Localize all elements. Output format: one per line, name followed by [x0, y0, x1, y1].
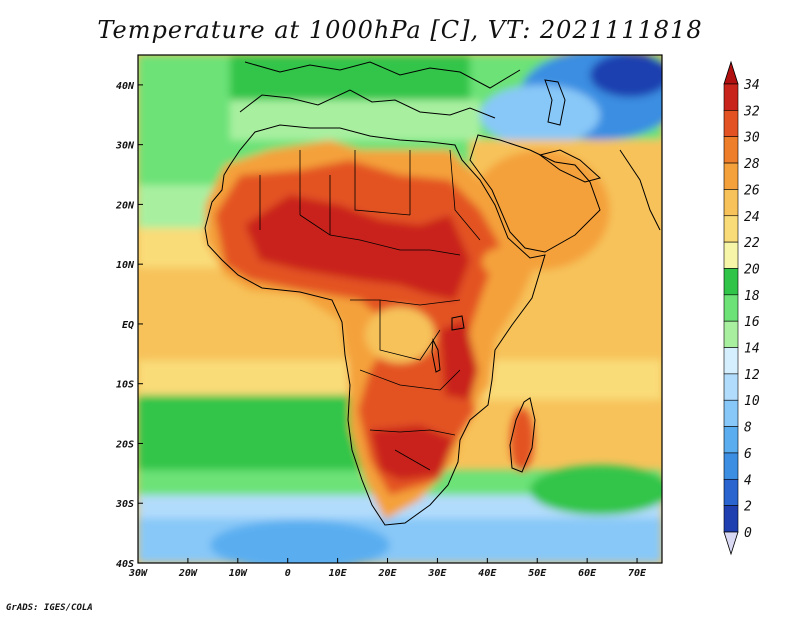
colorbar-label: 32 [743, 104, 760, 119]
longitude-labels: 30W 20W 10W 0 10E 20E 30E 40E 50E 60E 70E [128, 568, 647, 579]
map-outlines [204, 61, 661, 526]
colorbar-top-arrow [723, 60, 739, 85]
colorbar-swatch [723, 399, 739, 427]
colorbar-label: 16 [744, 315, 760, 330]
lake-tanganyika [431, 338, 441, 373]
lat-tick-label: 20N [115, 200, 135, 211]
colorbar-swatch [723, 294, 739, 322]
interior-borders [259, 149, 481, 471]
lat-tick-label: 40S [116, 559, 134, 570]
band-europe-lightgreen [230, 100, 480, 140]
lon-tick-label: 30W [128, 568, 148, 579]
colorbar-bottom-arrow [723, 531, 739, 556]
colorbar-swatch [723, 136, 739, 164]
persian-gulf-outline [538, 149, 602, 183]
colorbar-swatch [723, 189, 739, 217]
band-south-green [138, 395, 368, 475]
lon-tick-label: 40E [478, 568, 497, 579]
colorbar-label: 12 [744, 368, 760, 383]
lon-tick-label: 10E [329, 568, 348, 579]
land-madagascar [510, 408, 534, 472]
colorbar-label: 6 [744, 447, 752, 462]
colorbar-swatch [723, 241, 739, 269]
caspian-outline [544, 79, 566, 126]
lat-tick-label: 30S [115, 499, 134, 510]
latitude-labels: 40N 30N 20N 10N EQ 10S 20S 30S 40S [115, 81, 135, 570]
temperature-field [138, 55, 662, 563]
colorbar-label: 14 [744, 342, 760, 357]
lat-tick-label: 10S [116, 380, 134, 391]
lat-tick-label: 40N [116, 81, 135, 92]
colorbar-swatch [723, 347, 739, 375]
land-ethiopia-cooler [482, 248, 518, 276]
land-africa-hottest [245, 195, 470, 300]
lon-tick-label: 0 [285, 568, 291, 579]
colorbar-swatch [723, 426, 739, 454]
lon-tick-label: 30E [427, 568, 447, 579]
india-coastline [619, 149, 661, 231]
colorbar-swatch [723, 162, 739, 190]
lake-victoria [451, 315, 465, 331]
africa-coastline [204, 124, 546, 526]
band-asia-lightblue [480, 85, 600, 145]
lon-tick-label: 70E [628, 568, 647, 579]
map-title: Temperature at 1000hPa [C], VT: 20211118… [97, 16, 703, 44]
colorbar-label: 26 [744, 183, 760, 198]
colorbar-label: 10 [744, 394, 760, 409]
land-south-africa-hot [370, 425, 455, 480]
colorbar-label: 24 [744, 210, 760, 225]
lon-tick-label: 50E [528, 568, 547, 579]
madagascar-coastline [509, 397, 536, 473]
credit-text: GrADS: IGES/COLA [6, 603, 93, 613]
lon-tick-label: 60E [578, 568, 597, 579]
colorbar-label: 28 [744, 157, 760, 172]
colorbar-swatch [723, 478, 739, 506]
colorbar-label: 20 [744, 262, 760, 277]
land-congo-cooler [365, 307, 435, 363]
lon-tick-label: 20E [377, 568, 397, 579]
colorbar-swatch [723, 373, 739, 401]
lon-tick-label: 20W [178, 568, 198, 579]
colorbar-label: 30 [743, 131, 760, 146]
colorbar-swatch [723, 505, 739, 533]
colorbar-label: 34 [743, 78, 760, 93]
axis-ticks [137, 84, 638, 564]
lat-tick-label: 20S [115, 439, 134, 450]
band-north-lightgreen [138, 185, 218, 235]
lat-tick-label: 30N [115, 141, 135, 152]
colorbar-swatch [723, 320, 739, 348]
band-southeast-green [530, 465, 662, 515]
colorbar [723, 60, 739, 556]
map-frame [137, 54, 663, 564]
arabia-coastline [469, 134, 601, 253]
colorbar-label: 18 [744, 289, 760, 304]
band-asia-darkblue [590, 55, 662, 97]
lat-tick-label: 10N [116, 260, 135, 271]
band-south-deepblue [210, 520, 390, 563]
colorbar-label: 0 [744, 526, 752, 541]
colorbar-swatch [723, 83, 739, 111]
colorbar-swatch [723, 110, 739, 138]
lon-tick-label: 10W [229, 568, 248, 579]
colorbar-label: 4 [744, 473, 752, 488]
colorbar-swatch [723, 215, 739, 243]
colorbar-swatch [723, 268, 739, 296]
mediterranean-north-coast [239, 89, 496, 119]
europe-outline [244, 61, 521, 89]
colorbar-label: 22 [744, 236, 760, 251]
colorbar-label: 2 [744, 500, 752, 515]
lat-tick-label: EQ [122, 320, 134, 331]
colorbar-swatch [723, 452, 739, 480]
colorbar-label: 8 [744, 421, 752, 436]
